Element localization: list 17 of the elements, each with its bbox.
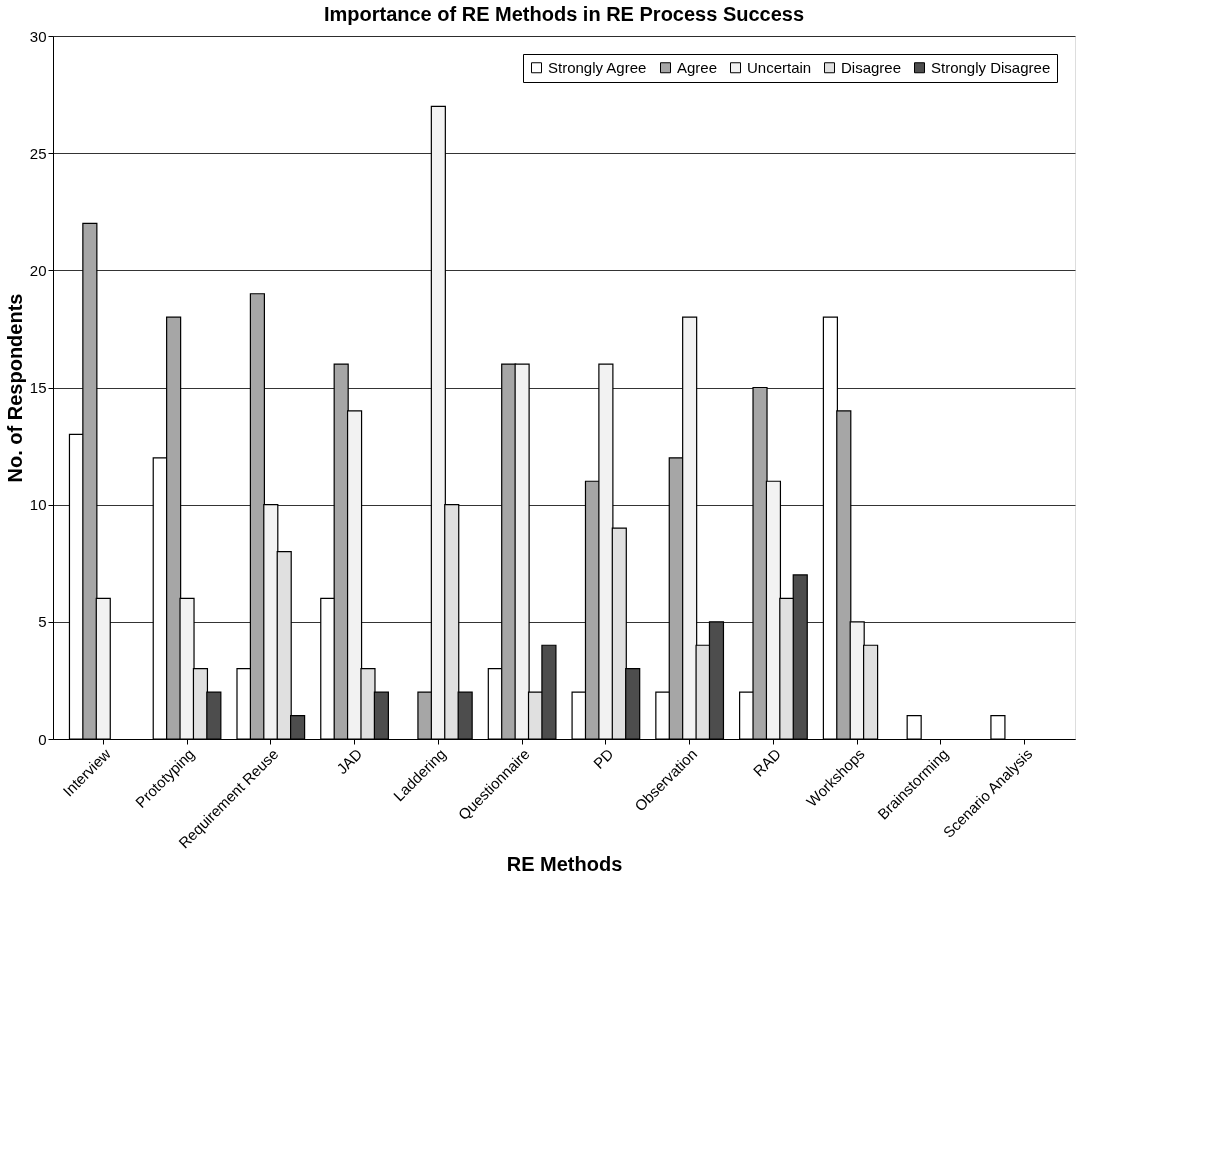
x-axis-title: RE Methods [506,853,623,876]
y-tick-label: 20 [29,261,47,279]
legend-label: Agree [677,58,718,76]
y-tick-label: 0 [38,730,47,748]
y-tick-label: 5 [38,613,47,631]
y-tick-label: 30 [29,27,47,45]
y-tick-label: 10 [29,496,47,514]
chart-title: Importance of RE Methods in RE Process Success [323,3,805,25]
legend-label: Strongly Agree [548,58,647,76]
y-tick-label: 25 [29,144,47,162]
y-tick-label: 15 [29,379,47,396]
y-axis-title: No. of Respondents [3,293,26,483]
legend-label: Strongly Disagree [931,58,1051,76]
legend-label: Disagree [841,58,902,76]
x-tick-label: JAD [333,744,366,778]
x-tick-label: PD [589,744,617,772]
legend-label: Uncertain [747,58,812,76]
